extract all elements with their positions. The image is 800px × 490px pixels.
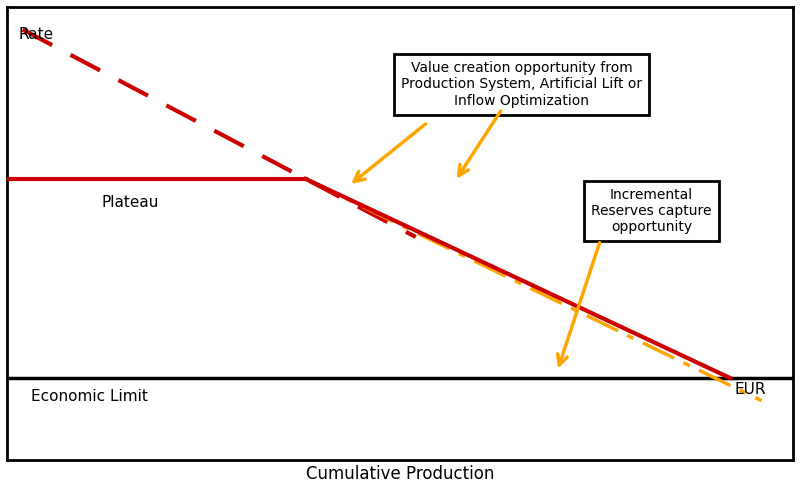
Text: Economic Limit: Economic Limit (30, 389, 147, 404)
Text: Rate: Rate (18, 27, 54, 42)
X-axis label: Cumulative Production: Cumulative Production (306, 465, 494, 483)
Text: Plateau: Plateau (102, 195, 158, 210)
Text: Value creation opportunity from
Production System, Artificial Lift or
Inflow Opt: Value creation opportunity from Producti… (402, 61, 642, 108)
Text: EUR: EUR (734, 382, 766, 397)
Text: Incremental
Reserves capture
opportunity: Incremental Reserves capture opportunity (591, 188, 712, 234)
